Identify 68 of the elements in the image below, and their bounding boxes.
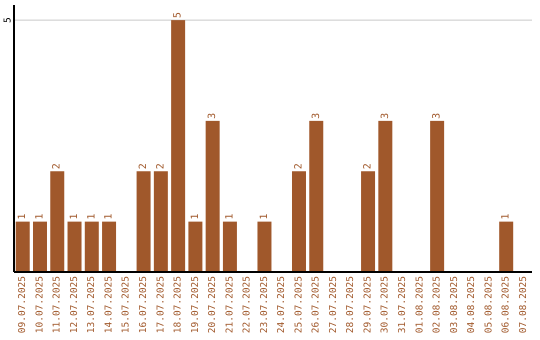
bar — [361, 171, 376, 272]
bar — [50, 171, 64, 272]
bar — [257, 222, 272, 272]
data-label: 2 — [293, 163, 304, 170]
x-tick-label: 17.07.2025 — [155, 276, 166, 334]
bar — [154, 171, 168, 272]
x-tick-label: 18.07.2025 — [172, 276, 184, 334]
x-tick-label: 24.07.2025 — [276, 276, 288, 334]
data-label: 3 — [310, 112, 322, 119]
x-tick-label: 16.07.2025 — [138, 276, 149, 334]
x-tick-label: 12.07.2025 — [68, 276, 80, 334]
x-tick-label: 28.07.2025 — [345, 276, 356, 334]
x-tick-label: 19.07.2025 — [190, 276, 201, 334]
data-label: 3 — [432, 112, 443, 119]
x-tick-label: 09.07.2025 — [17, 276, 28, 334]
x-tick-label: 07.08.2025 — [518, 276, 529, 334]
bar — [430, 120, 444, 272]
x-tick-label: 31.07.2025 — [397, 276, 408, 334]
data-label: 5 — [172, 12, 184, 18]
x-tick-label: 30.07.2025 — [380, 276, 391, 334]
bar — [68, 222, 82, 272]
x-tick-label: 04.08.2025 — [466, 276, 478, 334]
x-tick-label: 03.08.2025 — [448, 276, 460, 334]
x-tick-label: 13.07.2025 — [86, 276, 98, 334]
data-label: 2 — [138, 163, 150, 170]
x-tick-label: 02.08.2025 — [432, 276, 443, 334]
bar — [171, 20, 186, 272]
x-tick-label: 21.07.2025 — [224, 276, 236, 334]
bar — [222, 222, 237, 272]
bar — [378, 120, 392, 272]
bar — [84, 222, 99, 272]
data-label: 1 — [190, 214, 201, 220]
x-tick-label: 23.07.2025 — [258, 276, 270, 334]
data-label: 1 — [258, 214, 270, 220]
bar — [499, 222, 514, 272]
data-label: 1 — [17, 214, 28, 220]
x-tick-label: 26.07.2025 — [310, 276, 322, 334]
bar — [292, 171, 306, 272]
x-tick-label: 22.07.2025 — [242, 276, 253, 334]
x-tick-label: 06.08.2025 — [500, 276, 512, 334]
x-tick-label: 25.07.2025 — [293, 276, 304, 334]
bar — [309, 120, 324, 272]
bar — [102, 222, 116, 272]
data-label: 3 — [207, 112, 218, 119]
data-label: 1 — [224, 214, 236, 220]
data-label: 1 — [500, 214, 512, 220]
x-tick-label: 14.07.2025 — [103, 276, 114, 334]
data-label: 1 — [104, 214, 115, 220]
bar — [16, 222, 30, 272]
bar — [32, 222, 47, 272]
bar — [188, 222, 202, 272]
x-tick-label: 01.08.2025 — [414, 276, 426, 334]
data-label: 2 — [362, 163, 374, 170]
x-tick-label: 27.07.2025 — [328, 276, 339, 334]
x-tick-label: 29.07.2025 — [362, 276, 374, 334]
x-tick-label: 10.07.2025 — [34, 276, 46, 334]
data-label: 2 — [52, 163, 63, 170]
data-label: 1 — [34, 214, 46, 220]
x-tick-label: 20.07.2025 — [207, 276, 218, 334]
data-label: 1 — [86, 214, 98, 220]
x-tick-label: 15.07.2025 — [120, 276, 132, 334]
data-label: 2 — [155, 163, 166, 170]
x-tick-label: 05.08.2025 — [483, 276, 494, 334]
bar — [206, 120, 220, 272]
data-label: 3 — [380, 112, 391, 119]
x-tick-label: 11.07.2025 — [52, 276, 63, 334]
bar — [136, 171, 151, 272]
data-label: 1 — [69, 214, 80, 220]
